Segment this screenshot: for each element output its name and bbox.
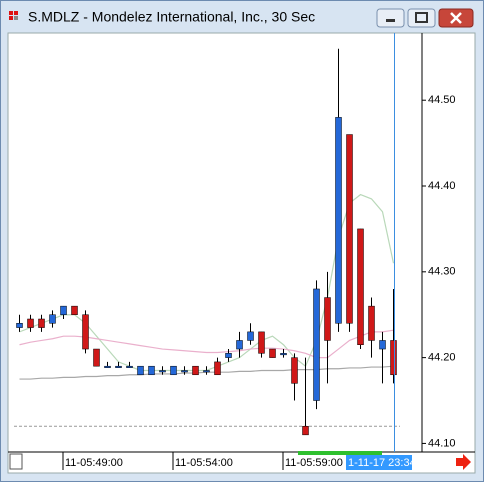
candle-body [346, 134, 353, 324]
x-tick-label: 11-05:49:00 [65, 457, 123, 469]
candle-body [71, 305, 78, 315]
x-tick-label: 11-05:54:00 [175, 457, 233, 469]
candle-body [16, 323, 23, 328]
candle-body [247, 331, 254, 341]
cursor-label-bg [346, 455, 412, 470]
candle-body [49, 314, 56, 324]
maximize-button[interactable] [407, 8, 436, 28]
candle-body [60, 305, 67, 315]
candle-body [203, 370, 210, 373]
candle-body [390, 340, 397, 376]
candle-body [137, 365, 144, 376]
candle-body [38, 318, 45, 328]
candle-body [115, 365, 122, 368]
scroll-box[interactable] [9, 453, 23, 470]
candle-body [258, 331, 265, 354]
y-tick-label: 44.50 [428, 94, 456, 106]
candle-body [368, 305, 375, 341]
indicator-line [19, 329, 394, 359]
candle-body [236, 340, 243, 350]
scroll-range [298, 451, 382, 455]
candle-body [148, 365, 155, 376]
candle-body [126, 365, 133, 368]
candle-body [324, 297, 331, 341]
candle-body [159, 370, 166, 373]
candle-body [269, 348, 276, 358]
candle-body [225, 353, 232, 358]
candle-body [280, 353, 287, 356]
candle-body [313, 288, 320, 401]
candle-body [214, 361, 221, 376]
y-tick-label: 44.20 [428, 352, 456, 364]
y-tick-label: 44.30 [428, 266, 456, 278]
cursor-label: 1-11-17 23:34:00 [348, 457, 431, 469]
candle-body [104, 365, 111, 368]
close-button[interactable] [438, 8, 474, 28]
candle-body [379, 340, 386, 350]
scroll-right-arrow[interactable] [456, 454, 471, 470]
y-tick-label: 44.40 [428, 180, 456, 192]
app-icon [9, 11, 18, 20]
candle-body [302, 426, 309, 436]
candle-body [357, 228, 364, 345]
candle-body [335, 117, 342, 324]
candle-body [192, 365, 199, 376]
chart-panel [7, 32, 476, 474]
candle-body [93, 348, 100, 367]
candle-body [170, 365, 177, 376]
y-tick-label: 44.10 [428, 437, 456, 449]
minimize-button[interactable] [376, 8, 405, 28]
candle-body [82, 314, 89, 350]
candle-body [291, 357, 298, 384]
window-title: S.MDLZ - Mondelez International, Inc., 3… [28, 9, 315, 25]
candle-body [27, 318, 34, 328]
x-tick-label: 11-05:59:00 [285, 457, 343, 469]
candle-body [181, 370, 188, 373]
